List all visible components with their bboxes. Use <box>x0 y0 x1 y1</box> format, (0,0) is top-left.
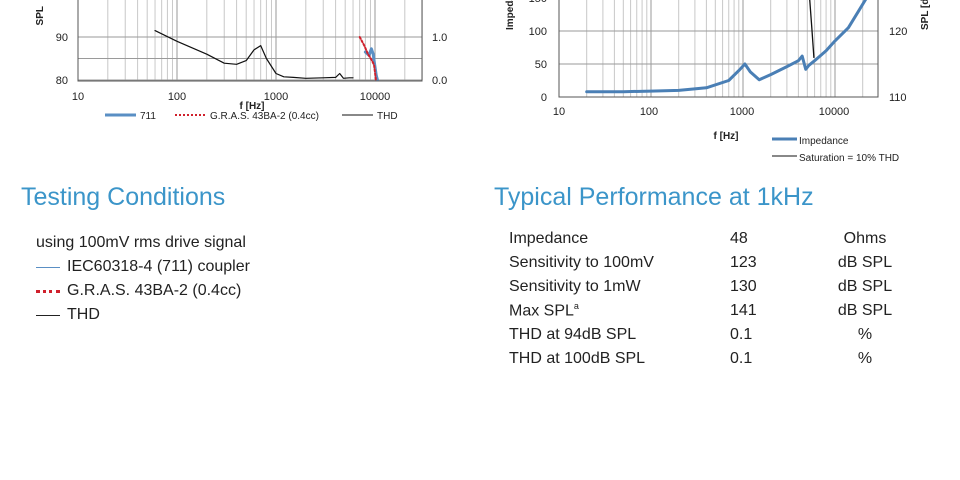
spec-label: Impedance <box>509 230 589 247</box>
y-tick-label: 100 <box>529 26 547 38</box>
x-tick-label: 1000 <box>730 106 754 118</box>
spec-value: 130 <box>730 278 757 295</box>
spec-value: 141 <box>730 302 757 319</box>
y2-tick-label: 110 <box>889 92 907 104</box>
spec-unit: dB SPL <box>837 302 893 319</box>
spec-unit: dB SPL <box>837 278 893 295</box>
drive-signal-note: using 100mV rms drive signal <box>36 234 246 251</box>
table-row: Sensitivity to 1mW 130 dB SPL <box>509 275 905 299</box>
table-row: THD at 100dB SPL 0.1 % <box>509 347 905 371</box>
testing-conditions-title: Testing Conditions <box>21 183 226 211</box>
condition-label: G.R.A.S. 43BA-2 (0.4cc) <box>67 282 242 299</box>
x-tick-label: 100 <box>640 106 658 118</box>
series-line-thd <box>154 30 354 79</box>
plot-frame <box>77 0 423 82</box>
series-line-g-r-a-s-43ba-2-0-4cc <box>358 36 377 81</box>
spec-label: THD at 100dB SPL <box>509 350 646 367</box>
legend: Impedance Saturation = 10% THD <box>772 136 899 164</box>
red-dotted-line-icon <box>36 289 60 293</box>
spec-label: Sensitivity to 100mV <box>509 254 654 271</box>
y2-tick-label: 0.0 <box>432 75 447 87</box>
table-row: Sensitivity to 100mV 123 dB SPL <box>509 251 905 275</box>
y-tick-label: 80 <box>56 75 68 87</box>
testing-conditions: using 100mV rms drive signal IEC60318-4 … <box>36 231 250 327</box>
spec-label: Max SPLa <box>509 299 730 323</box>
table-row: Max SPLa 141 dB SPL <box>509 299 905 323</box>
legend-label-thd: THD <box>377 111 398 122</box>
x-tick-label: 10000 <box>819 106 850 118</box>
y-tick-label: 0 <box>541 92 547 104</box>
legend-label-711: 711 <box>140 111 156 122</box>
y-tick-label: 90 <box>56 32 68 44</box>
spec-unit: Ohms <box>843 230 887 247</box>
spec-label: Sensitivity to 1mW <box>509 278 641 295</box>
y2-tick-label: 1.0 <box>432 32 447 44</box>
x-tick-label: 10 <box>72 91 84 103</box>
x-tick-label: 100 <box>168 91 186 103</box>
spec-label-text: Max SPL <box>509 302 574 320</box>
legend-label-impedance: Impedance <box>799 136 849 147</box>
spec-label: THD at 94dB SPL <box>509 326 637 343</box>
x-axis-label: f [Hz] <box>714 131 739 142</box>
y2-tick-label: 120 <box>889 26 907 38</box>
y-axis-label: Impeda <box>505 0 516 30</box>
condition-label: IEC60318-4 (711) coupler <box>67 258 250 275</box>
y2-axis-label: SPL [d <box>920 0 931 30</box>
blue-line-icon <box>36 266 60 268</box>
spec-unit: dB SPL <box>837 254 893 271</box>
spec-value: 48 <box>730 230 748 247</box>
spec-value: 0.1 <box>730 326 753 343</box>
table-row: Impedance 48 Ohms <box>509 227 905 251</box>
y-tick-label: 150 <box>529 0 547 5</box>
legend: 711 G.R.A.S. 43BA-2 (0.4cc) THD <box>105 111 398 122</box>
impedance-saturation-chart: Impeda SPL [d 0 50 100 150 110 120 10 10… <box>505 0 931 164</box>
footnote-marker: a <box>573 301 579 312</box>
spec-unit: % <box>857 350 873 367</box>
spec-unit: % <box>857 326 873 343</box>
series-line-impedance <box>585 0 868 94</box>
black-line-icon <box>36 314 60 316</box>
y-axis-label: SPL <box>35 6 46 25</box>
condition-thd: THD <box>36 303 250 327</box>
legend-label-saturation: Saturation = 10% THD <box>799 153 899 164</box>
legend-label-gras: G.R.A.S. 43BA-2 (0.4cc) <box>210 111 319 122</box>
performance-table: Impedance 48 Ohms Sensitivity to 100mV 1… <box>509 227 905 371</box>
spec-value: 0.1 <box>730 350 753 367</box>
condition-711: IEC60318-4 (711) coupler <box>36 255 250 279</box>
x-axis-label: f [Hz] <box>240 101 265 112</box>
condition-gras: G.R.A.S. 43BA-2 (0.4cc) <box>36 279 250 303</box>
spl-thd-chart: SPL 80 90 0.0 1.0 10 100 1000 10000 f [H… <box>35 0 447 122</box>
x-tick-label: 1000 <box>264 91 288 103</box>
x-tick-label: 10 <box>553 106 565 118</box>
plot-frame <box>558 0 879 98</box>
y-tick-label: 50 <box>535 59 547 71</box>
series-line-saturation-10-thd <box>809 0 815 59</box>
condition-label: THD <box>67 306 100 323</box>
spec-value: 123 <box>730 254 757 271</box>
table-row: THD at 94dB SPL 0.1 % <box>509 323 905 347</box>
x-tick-label: 10000 <box>360 91 391 103</box>
typical-performance-title: Typical Performance at 1kHz <box>494 183 814 211</box>
